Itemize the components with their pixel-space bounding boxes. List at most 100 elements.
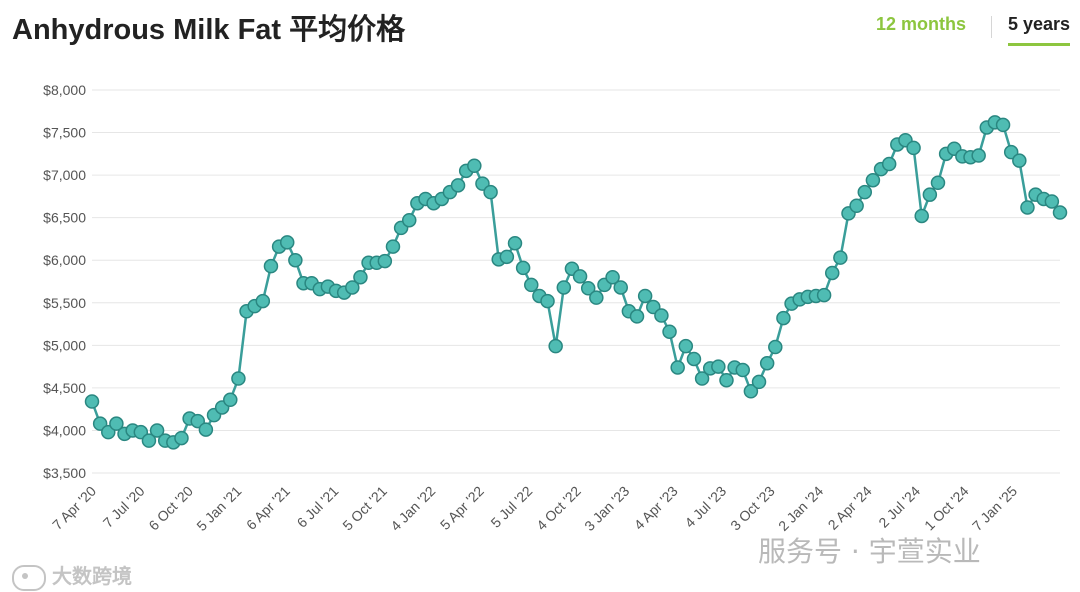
- data-point[interactable]: [751, 374, 767, 390]
- data-point[interactable]: [580, 281, 596, 296]
- data-point[interactable]: [637, 288, 653, 304]
- data-point[interactable]: [401, 212, 417, 228]
- data-point[interactable]: [385, 239, 401, 254]
- data-point[interactable]: [483, 184, 498, 200]
- data-point[interactable]: [995, 117, 1011, 133]
- data-point[interactable]: [353, 269, 368, 285]
- data-point[interactable]: [515, 260, 531, 276]
- data-point[interactable]: [930, 175, 946, 191]
- x-tick-label: 7 Apr '20: [49, 483, 99, 533]
- data-point[interactable]: [719, 372, 734, 388]
- data-point[interactable]: [1052, 205, 1068, 220]
- data-point[interactable]: [670, 360, 685, 375]
- data-point[interactable]: [711, 359, 726, 374]
- y-tick-label: $8,000: [43, 82, 86, 98]
- data-point[interactable]: [450, 178, 466, 193]
- y-tick-label: $3,500: [43, 465, 86, 481]
- x-tick-label: 5 Jan '21: [193, 483, 244, 534]
- y-tick-label: $4,500: [43, 380, 86, 396]
- data-point[interactable]: [824, 265, 840, 281]
- x-tick-label: 2 Apr '24: [825, 483, 875, 533]
- data-point[interactable]: [84, 394, 100, 409]
- data-point[interactable]: [288, 252, 303, 268]
- data-point[interactable]: [556, 280, 572, 295]
- tab-12-months[interactable]: 12 months: [875, 14, 966, 34]
- watermark-right: 服务号 · 宇萱实业: [758, 530, 981, 570]
- data-point[interactable]: [548, 338, 563, 354]
- chat-logo-icon: [12, 564, 46, 591]
- y-axis-tick-labels: $3,500 $4,000 $4,500 $5,000 $5,500 $6,000 $6,5…: [43, 82, 86, 481]
- data-point[interactable]: [678, 338, 694, 354]
- data-point[interactable]: [735, 362, 751, 378]
- x-tick-label: 6 Apr '21: [243, 483, 293, 533]
- y-tick-label: $7,000: [43, 167, 86, 183]
- data-point[interactable]: [540, 293, 555, 309]
- data-point[interactable]: [759, 355, 775, 371]
- data-point[interactable]: [223, 392, 238, 408]
- x-tick-label: 7 Jan '25: [969, 483, 1020, 534]
- x-tick-label: 2 Jul '24: [875, 483, 923, 531]
- watermark-right-text: 服务号 · 宇萱实业: [758, 535, 981, 568]
- data-point[interactable]: [467, 158, 482, 173]
- x-tick-label: 5 Apr '22: [437, 483, 487, 533]
- x-tick-label: 6 Jul '21: [294, 483, 342, 531]
- data-point[interactable]: [198, 422, 214, 437]
- data-point[interactable]: [345, 280, 360, 295]
- data-point[interactable]: [605, 269, 620, 285]
- data-point[interactable]: [149, 423, 165, 438]
- y-tick-label: $6,500: [43, 210, 86, 226]
- data-point[interactable]: [881, 156, 897, 172]
- y-tick-label: $6,000: [43, 252, 86, 268]
- data-point[interactable]: [906, 140, 921, 156]
- data-point[interactable]: [589, 290, 604, 305]
- data-point[interactable]: [231, 371, 246, 386]
- x-tick-label: 3 Jan '23: [581, 483, 632, 534]
- data-point[interactable]: [1044, 194, 1060, 209]
- data-point[interactable]: [857, 184, 873, 200]
- y-tick-label: $4,000: [43, 422, 86, 438]
- data-point[interactable]: [768, 339, 783, 355]
- tab-divider: [991, 16, 992, 38]
- data-point[interactable]: [971, 148, 986, 163]
- data-point[interactable]: [922, 187, 938, 202]
- tab-5-years[interactable]: 5 years: [1007, 14, 1070, 46]
- data-point[interactable]: [654, 308, 669, 323]
- page-title: Anhydrous Milk Fat 平均价格: [12, 14, 406, 46]
- data-point[interactable]: [816, 287, 832, 303]
- data-point[interactable]: [263, 258, 279, 274]
- y-tick-label: $5,000: [43, 337, 86, 353]
- data-point[interactable]: [914, 208, 929, 224]
- y-tick-label: $7,500: [43, 125, 86, 141]
- data-point[interactable]: [613, 280, 628, 295]
- data-point[interactable]: [279, 235, 295, 250]
- data-point[interactable]: [662, 324, 677, 339]
- data-point[interactable]: [109, 416, 124, 431]
- data-point[interactable]: [686, 351, 702, 367]
- watermark-left: 大数跨境: [12, 560, 132, 591]
- data-point[interactable]: [141, 433, 157, 448]
- data-point[interactable]: [377, 253, 393, 269]
- x-tick-label: 7 Jul '20: [100, 483, 148, 531]
- data-point[interactable]: [1020, 200, 1035, 215]
- data-point[interactable]: [524, 277, 539, 293]
- data-point[interactable]: [849, 198, 864, 214]
- data-point[interactable]: [174, 430, 189, 446]
- data-point[interactable]: [865, 172, 881, 188]
- x-tick-label: 1 Oct '24: [921, 483, 972, 534]
- data-point[interactable]: [694, 371, 710, 386]
- data-point[interactable]: [629, 309, 645, 324]
- x-tick-label: 2 Jan '24: [775, 483, 826, 534]
- data-point[interactable]: [833, 250, 848, 265]
- data-point[interactable]: [1012, 153, 1027, 168]
- x-tick-label: 4 Apr '23: [631, 483, 681, 533]
- data-point[interactable]: [776, 310, 791, 326]
- x-axis-tick-labels: 7 Apr '20 7 Jul '206 Oct '205 Jan '216 Ap…: [49, 483, 1020, 534]
- data-point[interactable]: [743, 384, 759, 399]
- data-point[interactable]: [507, 235, 523, 251]
- x-tick-label: 4 Jan '22: [387, 483, 438, 534]
- data-point[interactable]: [499, 249, 515, 265]
- x-tick-label: 4 Jul '23: [681, 483, 729, 531]
- data-point[interactable]: [572, 269, 588, 284]
- data-point[interactable]: [255, 293, 271, 309]
